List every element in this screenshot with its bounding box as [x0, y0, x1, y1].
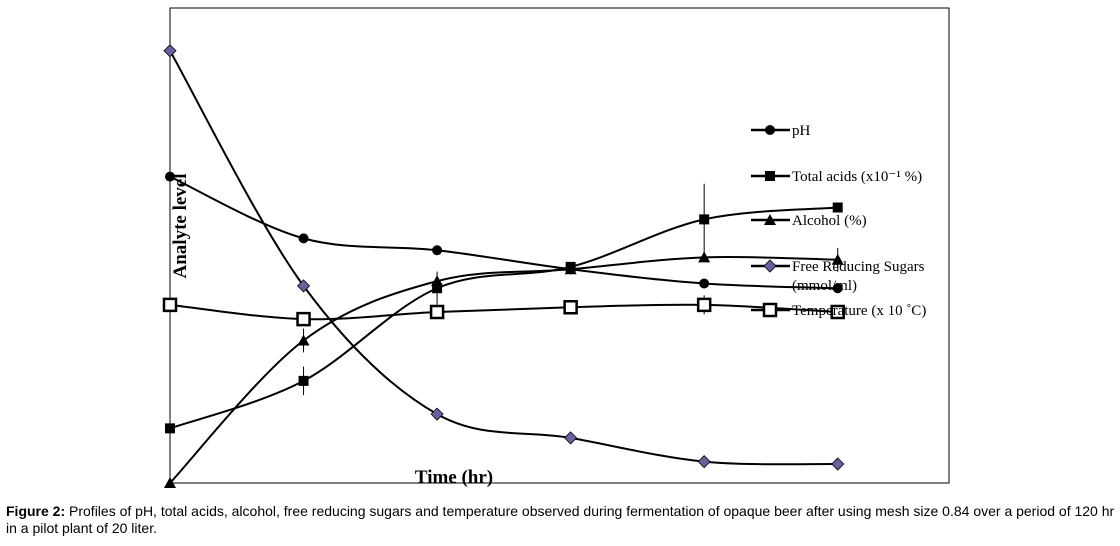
data-point: [164, 477, 176, 488]
data-point: [432, 283, 443, 294]
legend-label: Alcohol (%): [792, 213, 867, 229]
legend-marker: [762, 302, 778, 318]
legend-entry: Total acids (x10⁻¹ %): [751, 169, 922, 185]
series-1: [165, 183, 843, 434]
legend-marker: [764, 214, 776, 225]
data-point: [430, 407, 444, 421]
legend-marker: [763, 259, 777, 273]
data-point: [698, 251, 711, 263]
data-point: [165, 171, 175, 182]
chart: pH Total acids (x10⁻¹ %) Alcohol (%) Free R…: [162, 7, 950, 488]
data-point: [831, 457, 845, 471]
series-line: [169, 175, 838, 290]
series-2: [164, 247, 844, 488]
data-point: [296, 279, 311, 293]
series-line: [169, 206, 838, 430]
legend-label: Free Reducing Sugars (mmol/ml): [792, 259, 925, 294]
legend-entry: Temperature (x 10 ˚C): [751, 302, 926, 319]
legend-entry: pH: [751, 123, 811, 139]
figure-caption: Figure 2: Profiles of pH, total acids, a…: [6, 503, 1116, 537]
series-0: [165, 171, 843, 294]
data-point: [696, 297, 712, 313]
plot-frame: [169, 7, 950, 484]
data-point: [432, 245, 443, 256]
data-point: [831, 253, 844, 265]
legend-marker: [765, 171, 775, 181]
data-point: [429, 304, 445, 320]
series-line: [169, 303, 838, 321]
data-point: [162, 297, 178, 313]
x-axis-label: Time (hr): [415, 467, 493, 488]
data-point: [830, 304, 845, 320]
series-line: [169, 255, 838, 484]
legend-entry: Alcohol (%): [751, 213, 867, 229]
series-3: [163, 44, 845, 471]
data-point: [298, 233, 309, 244]
legend: pH Total acids (x10⁻¹ %) Alcohol (%) Free R…: [751, 123, 926, 319]
legend-entry: Free Reducing Sugars (mmol/ml): [751, 259, 925, 294]
legend-label: pH: [792, 123, 811, 139]
data-point: [296, 311, 311, 327]
data-point: [297, 334, 310, 346]
data-point: [697, 455, 711, 469]
caption-label: Figure 2:: [6, 503, 66, 519]
data-point: [298, 375, 309, 386]
legend-marker: [765, 125, 775, 135]
data-point: [832, 202, 843, 213]
legend-label: Temperature (x 10 ˚C): [792, 303, 926, 319]
caption-text: Profiles of pH, total acids, alcohol, fr…: [6, 503, 1115, 536]
series-layer: [162, 44, 845, 488]
series-4: [162, 295, 845, 327]
data-point: [699, 278, 710, 289]
data-point: [832, 283, 843, 294]
y-axis-label: Analyte level: [170, 173, 191, 278]
data-point: [165, 423, 175, 434]
data-point: [564, 431, 578, 445]
data-point: [431, 275, 444, 287]
data-point: [564, 263, 577, 275]
data-point: [163, 44, 177, 58]
data-point: [563, 300, 578, 315]
data-point: [699, 214, 710, 225]
legend-label: Total acids (x10⁻¹ %): [792, 169, 922, 185]
